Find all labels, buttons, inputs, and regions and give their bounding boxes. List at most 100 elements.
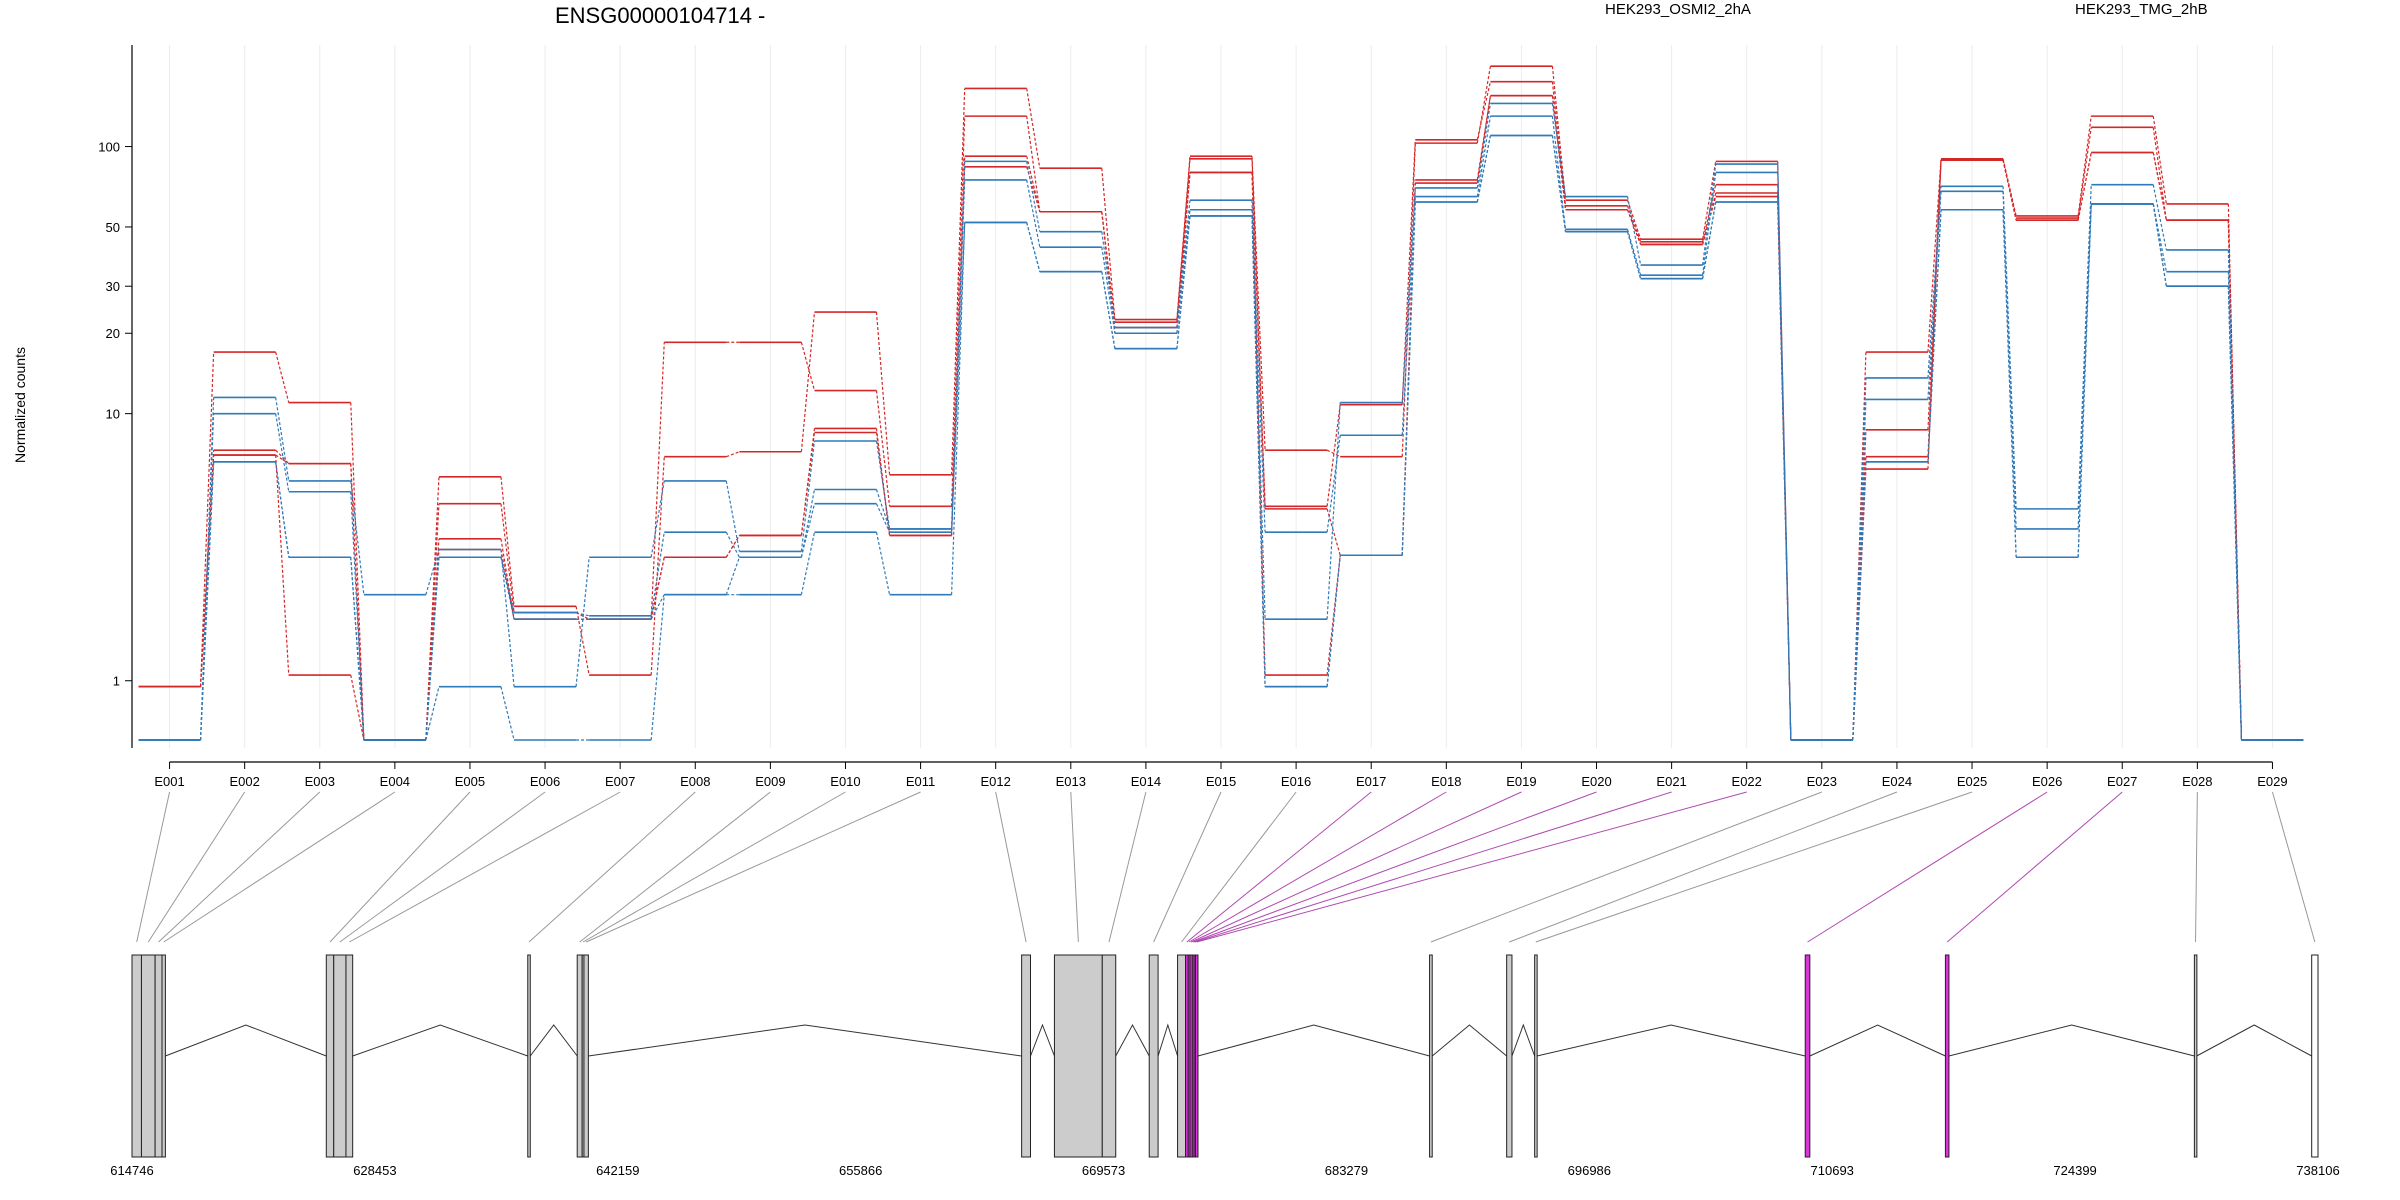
x-tick-label-E011: E011 — [906, 774, 935, 789]
coordinate-label-696986: 696986 — [1568, 1163, 1611, 1178]
exon-E029 — [2311, 954, 2319, 1158]
connector-E005 — [329, 791, 471, 943]
series-4-E010-step — [875, 432, 891, 536]
series-4-E019-step — [1551, 95, 1567, 210]
series-6-E020-step — [1626, 229, 1642, 276]
series-8-E014-step — [1176, 215, 1191, 349]
series-5-E006-step — [575, 557, 590, 687]
series-4-E012-step — [1026, 166, 1041, 212]
intron-E028-E029 — [2196, 1024, 2312, 1057]
exon-E001 — [131, 954, 142, 1158]
series-8-E002-step — [275, 461, 290, 558]
connector-E012 — [995, 791, 1027, 943]
series-8-E013-step — [1101, 271, 1116, 349]
series-lines — [138, 65, 2304, 741]
connector-E015 — [1153, 791, 1222, 943]
series-1-E013-step — [1101, 168, 1116, 320]
intron-E004-E005 — [165, 1024, 327, 1057]
coordinate-label-724399: 724399 — [2053, 1163, 2096, 1178]
series-8-E021-step — [1702, 201, 1717, 279]
series-5-E007-step — [650, 480, 665, 558]
connector-E023 — [1430, 791, 1823, 943]
series-8-E028-step — [2227, 286, 2243, 741]
x-tick-label-E018: E018 — [1431, 774, 1461, 789]
exon-E005 — [325, 954, 335, 1158]
vertical-gridlines — [169, 45, 2273, 748]
connector-E010 — [582, 791, 846, 943]
legend-entry-tmg: HEK293_TMG_2hB — [2075, 1, 2208, 18]
series-3-E024-step — [1927, 160, 1942, 457]
series-4-E021-step — [1702, 196, 1717, 245]
coordinate-label-683279: 683279 — [1325, 1163, 1368, 1178]
exon-E028 — [2193, 954, 2198, 1158]
series-4-E027-step — [2152, 152, 2167, 221]
coordinate-label-669573: 669573 — [1082, 1163, 1125, 1178]
series-3-E003-step — [350, 674, 365, 741]
x-tick-label-E005: E005 — [455, 774, 485, 789]
x-tick-label-E027: E027 — [2107, 774, 2137, 789]
x-tick-label-E006: E006 — [530, 774, 560, 789]
connector-E026 — [1807, 791, 2048, 943]
intron-E008-E009 — [529, 1024, 578, 1057]
series-8-E010-step — [875, 532, 891, 595]
series-8-E001-step — [199, 461, 215, 741]
x-tick-label-E010: E010 — [830, 774, 860, 789]
y-tick-label-100: 100 — [98, 140, 120, 155]
connector-E002 — [147, 791, 246, 943]
coordinate-label-628453: 628453 — [353, 1163, 396, 1178]
x-tick-label-E007: E007 — [605, 774, 635, 789]
coordinate-label-655866: 655866 — [839, 1163, 882, 1178]
connector-E024 — [1509, 791, 1898, 943]
series-4-E013-step — [1101, 211, 1116, 334]
series-7-E004-step — [425, 557, 440, 741]
series-1-E004-step — [425, 476, 440, 741]
series-4-E007-step — [650, 557, 665, 620]
series-5-E003-step — [350, 480, 365, 595]
series-6-E008-step — [725, 531, 740, 558]
intron-E014-E015 — [1115, 1023, 1150, 1057]
series-1-E011-step — [950, 88, 966, 475]
connector-E006 — [339, 791, 546, 943]
series-8-E003-step — [350, 557, 365, 741]
x-tick-label-E004: E004 — [380, 774, 410, 789]
series-1-E007-step — [650, 456, 665, 676]
series-7-E011-step — [950, 222, 966, 533]
series-4-E001-step — [199, 454, 215, 687]
series-7-E005-step — [500, 557, 515, 620]
coordinate-label-738106: 738106 — [2296, 1163, 2339, 1178]
connector-E020 — [1192, 791, 1597, 943]
series-1-E005-step — [500, 476, 515, 607]
x-tick-label-E025: E025 — [1957, 774, 1987, 789]
connector-E028 — [2195, 791, 2198, 943]
connector-E017 — [1186, 791, 1372, 943]
series-2-E020-step — [1626, 205, 1642, 242]
series-5-E018-step — [1476, 103, 1492, 189]
chart-title: ENSG00000104714 - — [555, 3, 765, 28]
series-6-E019-step — [1551, 116, 1567, 230]
intron-E015-E016 — [1157, 1023, 1179, 1057]
exon-E012 — [1021, 954, 1031, 1158]
series-5-E002-step — [275, 397, 290, 481]
series-1-E001-step — [199, 352, 215, 687]
series-4-E016-step — [1326, 508, 1341, 556]
gene-model-track — [131, 954, 2319, 1158]
series-5-E013-step — [1101, 231, 1116, 328]
intron-E012-E013 — [1030, 1023, 1055, 1057]
x-tick-label-E013: E013 — [1056, 774, 1086, 789]
series-7-E010-step — [875, 503, 891, 533]
x-tick-label-E028: E028 — [2182, 774, 2212, 789]
series-8-E020-step — [1626, 231, 1642, 279]
connector-E007 — [349, 791, 621, 943]
series-2-E017-step — [1401, 139, 1416, 405]
coordinate-label-710693: 710693 — [1811, 1163, 1854, 1178]
series-8-E018-step — [1476, 135, 1492, 203]
connector-E019 — [1190, 791, 1522, 943]
exon-E024 — [1506, 954, 1513, 1158]
series-3-E010-step — [875, 428, 891, 536]
legend-entry-osmi2: HEK293_OSMI2_2hA — [1605, 1, 1751, 18]
series-4-E025-step — [2002, 159, 2017, 221]
series-2-E010-step — [875, 390, 891, 507]
series-4-E009-step — [800, 432, 816, 536]
series-7-E008-step — [725, 557, 740, 595]
series-8-E027-step — [2152, 203, 2167, 287]
